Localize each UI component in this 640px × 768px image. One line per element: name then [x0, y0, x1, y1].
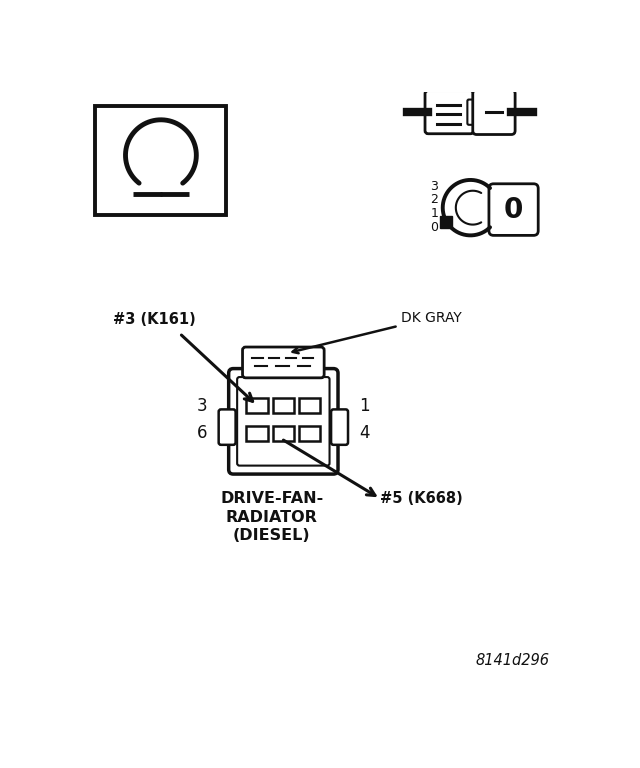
Bar — [273, 398, 294, 413]
Text: 4: 4 — [359, 424, 369, 442]
Text: DK GRAY: DK GRAY — [292, 311, 462, 353]
FancyBboxPatch shape — [467, 100, 478, 125]
Bar — [273, 425, 294, 441]
FancyBboxPatch shape — [219, 409, 236, 445]
Text: 3: 3 — [197, 396, 208, 415]
Text: #3 (K161): #3 (K161) — [113, 312, 196, 327]
Bar — [246, 425, 268, 441]
Text: 3: 3 — [430, 180, 438, 193]
FancyBboxPatch shape — [243, 347, 324, 378]
Text: 1: 1 — [359, 396, 369, 415]
Text: (DIESEL): (DIESEL) — [233, 528, 310, 543]
Text: #5 (K668): #5 (K668) — [380, 492, 463, 506]
Text: 0: 0 — [430, 221, 438, 234]
FancyBboxPatch shape — [425, 91, 474, 134]
FancyBboxPatch shape — [228, 369, 338, 474]
Text: 1: 1 — [430, 207, 438, 220]
FancyBboxPatch shape — [489, 184, 538, 235]
Text: 0: 0 — [504, 196, 524, 223]
Text: 2: 2 — [430, 194, 438, 207]
FancyBboxPatch shape — [237, 377, 330, 465]
Text: RADIATOR: RADIATOR — [226, 510, 317, 525]
Bar — [299, 425, 320, 441]
Text: DRIVE-FAN-: DRIVE-FAN- — [220, 492, 323, 506]
FancyBboxPatch shape — [473, 90, 515, 134]
Bar — [95, 106, 227, 215]
FancyBboxPatch shape — [331, 409, 348, 445]
Text: 8141d296: 8141d296 — [476, 653, 550, 668]
Bar — [299, 398, 320, 413]
Bar — [246, 398, 268, 413]
Text: 6: 6 — [197, 424, 208, 442]
